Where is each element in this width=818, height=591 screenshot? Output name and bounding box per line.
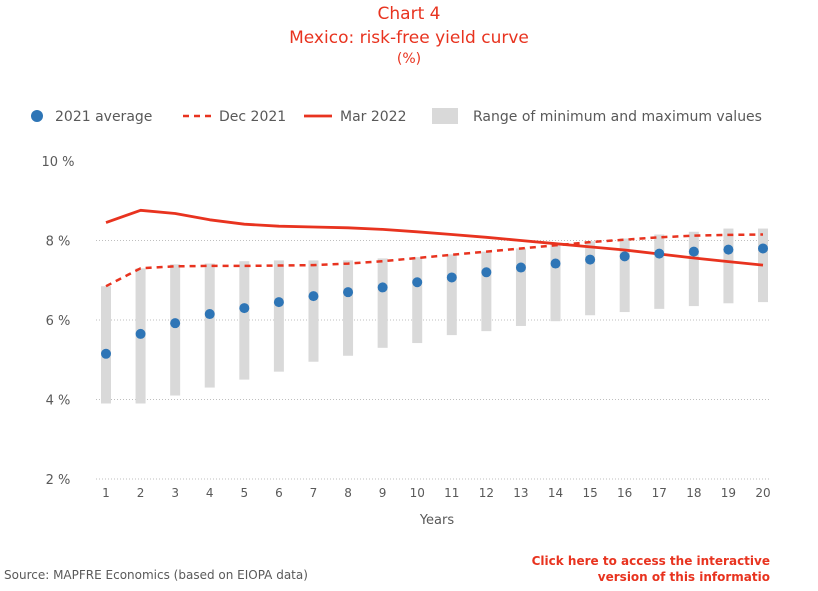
x-axis-ticks: 1 2 3 4 5 6 7 8 9 10 11 12 13 14 15 16 17 18 19 20 <box>102 486 770 500</box>
x-tick-label: 18 <box>686 486 701 500</box>
x-axis-label: Years <box>419 513 455 528</box>
range-bar <box>205 264 215 388</box>
average-dot <box>551 259 561 269</box>
range-bar <box>516 248 526 326</box>
source-note: Source: MAPFRE Economics (based on EIOPA… <box>4 568 308 582</box>
range-bar <box>239 261 249 379</box>
range-bar <box>274 260 284 371</box>
range-bar <box>308 260 318 361</box>
x-tick-label: 20 <box>755 486 770 500</box>
x-tick-label: 6 <box>275 486 283 500</box>
average-dot <box>585 255 595 265</box>
range-bar <box>723 229 733 304</box>
x-tick-label: 14 <box>548 486 563 500</box>
legend-label-2021-average: 2021 average <box>55 109 152 125</box>
average-dot <box>308 291 318 301</box>
range-bar <box>101 286 111 403</box>
x-tick-label: 2 <box>137 486 145 500</box>
legend-range-marker <box>432 108 458 124</box>
yield-curve-chart: 2021 average Dec 2021 Mar 2022 Range of min… <box>0 0 818 550</box>
average-dot <box>170 318 180 328</box>
average-dot <box>343 287 353 297</box>
average-dot <box>447 272 457 282</box>
x-tick-label: 13 <box>513 486 528 500</box>
x-tick-label: 12 <box>479 486 494 500</box>
range-bar <box>654 235 664 309</box>
legend-label-range: Range of minimum and maximum values <box>473 109 762 125</box>
range-bar <box>412 257 422 343</box>
average-dot <box>689 247 699 257</box>
x-tick-label: 9 <box>379 486 387 500</box>
average-dot <box>620 251 630 261</box>
x-tick-label: 4 <box>206 486 214 500</box>
x-tick-label: 1 <box>102 486 110 500</box>
x-tick-label: 11 <box>444 486 459 500</box>
legend-dot-marker <box>31 110 43 122</box>
average-dot <box>481 267 491 277</box>
y-tick-label: 10 % <box>41 155 74 170</box>
average-dots <box>101 243 768 358</box>
average-dot <box>378 282 388 292</box>
average-dot <box>274 297 284 307</box>
y-axis-ticks: 2 % 4 % 6 % 8 % 10 % <box>41 155 74 488</box>
legend-label-mar-2022: Mar 2022 <box>340 109 407 125</box>
x-tick-label: 16 <box>617 486 632 500</box>
average-dot <box>412 277 422 287</box>
y-tick-label: 2 % <box>46 473 71 488</box>
interactive-link-line1: Click here to access the interactive <box>470 553 770 569</box>
average-dot <box>101 349 111 359</box>
y-tick-label: 6 % <box>46 314 71 329</box>
average-dot <box>654 249 664 259</box>
y-tick-label: 8 % <box>46 235 71 250</box>
dec-2021-line <box>106 235 763 287</box>
series-lines <box>106 210 763 286</box>
average-dot <box>239 303 249 313</box>
range-bar <box>343 260 353 355</box>
legend: 2021 average Dec 2021 Mar 2022 Range of min… <box>31 108 762 125</box>
range-bar <box>689 232 699 306</box>
range-bar <box>170 264 180 395</box>
range-bar <box>551 244 561 321</box>
average-dot <box>723 245 733 255</box>
x-tick-label: 19 <box>721 486 736 500</box>
x-tick-label: 5 <box>240 486 248 500</box>
x-tick-label: 7 <box>310 486 318 500</box>
legend-label-dec-2021: Dec 2021 <box>219 109 286 125</box>
average-dot <box>205 309 215 319</box>
x-tick-label: 15 <box>582 486 597 500</box>
x-tick-label: 3 <box>171 486 179 500</box>
interactive-link-line2: version of this informatio <box>470 569 770 585</box>
gridlines <box>96 241 770 480</box>
range-bar <box>447 254 457 335</box>
y-tick-label: 4 % <box>46 394 71 409</box>
interactive-link[interactable]: Click here to access the interactive ver… <box>470 553 770 585</box>
average-dot <box>516 263 526 273</box>
range-bar <box>378 258 388 347</box>
x-tick-label: 17 <box>652 486 667 500</box>
range-bar <box>585 241 595 315</box>
x-tick-label: 10 <box>410 486 425 500</box>
range-bar <box>481 252 491 332</box>
average-dot <box>136 329 146 339</box>
x-tick-label: 8 <box>344 486 352 500</box>
average-dot <box>758 243 768 253</box>
